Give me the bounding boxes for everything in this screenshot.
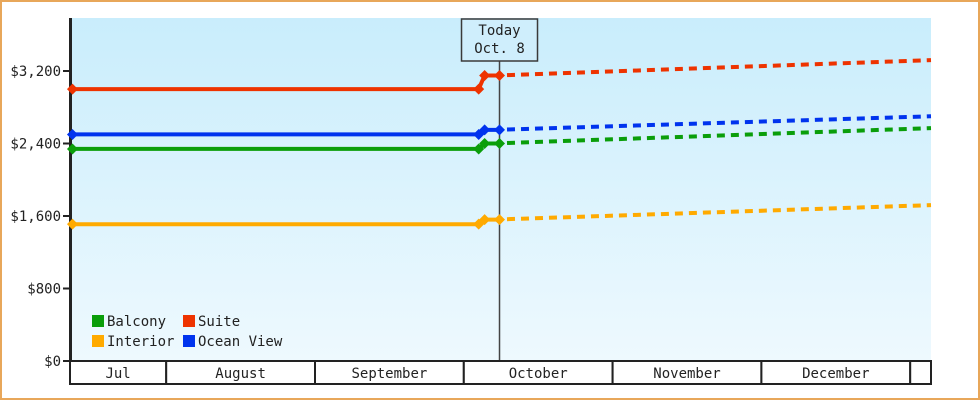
legend-label-interior: Interior bbox=[107, 334, 174, 350]
y-axis-tick-label: $2,400 bbox=[10, 137, 61, 153]
y-axis-tick-label: $0 bbox=[44, 354, 61, 370]
today-annotation-box bbox=[460, 18, 539, 62]
data-point-diamond-suite bbox=[473, 83, 485, 95]
y-axis-tick bbox=[63, 215, 70, 217]
month-label: December bbox=[802, 366, 869, 382]
data-point-diamond-suite bbox=[479, 70, 491, 82]
series-forecast-dashed-balcony bbox=[506, 126, 932, 145]
data-point-diamond-balcony bbox=[66, 143, 78, 155]
data-point-diamond-suite bbox=[66, 83, 78, 95]
month-label: Jul bbox=[105, 366, 130, 382]
legend-label-suite: Suite bbox=[198, 314, 240, 330]
series-forecast-dashed-ocean-view bbox=[506, 114, 932, 132]
month-label: September bbox=[351, 366, 427, 382]
series-solid-balcony bbox=[72, 141, 500, 151]
data-point-diamond-interior bbox=[479, 214, 491, 226]
y-axis-tick bbox=[63, 70, 70, 72]
month-label: November bbox=[653, 366, 720, 382]
legend-label-balcony: Balcony bbox=[107, 314, 166, 330]
data-point-diamond-interior bbox=[66, 218, 78, 230]
legend-swatch-balcony bbox=[92, 315, 104, 327]
data-point-diamond-balcony bbox=[473, 143, 485, 155]
y-axis-tick bbox=[63, 360, 70, 362]
legend-label-ocean-view: Ocean View bbox=[198, 334, 283, 350]
legend-swatch-ocean-view bbox=[183, 335, 195, 347]
y-axis-tick-label: $1,600 bbox=[10, 209, 61, 225]
month-cell bbox=[909, 360, 933, 385]
data-point-diamond-balcony bbox=[494, 138, 506, 149]
series-forecast-dashed-interior bbox=[506, 203, 932, 222]
y-axis-tick-label: $800 bbox=[27, 282, 61, 298]
data-point-diamond-ocean-view bbox=[66, 128, 78, 140]
data-point-diamond-ocean-view bbox=[494, 124, 506, 136]
y-axis-tick-label: $3,200 bbox=[10, 64, 61, 80]
legend-swatch-suite bbox=[183, 315, 195, 327]
data-point-diamond-balcony bbox=[479, 138, 491, 149]
series-solid-suite bbox=[72, 73, 500, 92]
data-point-diamond-interior bbox=[494, 214, 506, 226]
data-point-diamond-ocean-view bbox=[479, 124, 491, 136]
y-axis-line bbox=[69, 18, 72, 361]
today-annotation-title: Today bbox=[478, 23, 520, 39]
data-point-diamond-suite bbox=[494, 70, 506, 82]
series-forecast-dashed-suite bbox=[506, 58, 932, 78]
legend-swatch-interior bbox=[92, 335, 104, 347]
month-label: October bbox=[509, 366, 568, 382]
month-label: August bbox=[215, 366, 266, 382]
y-axis-tick bbox=[63, 142, 70, 145]
plot-area bbox=[72, 18, 931, 361]
today-annotation-date: Oct. 8 bbox=[474, 41, 525, 57]
y-axis-tick bbox=[63, 287, 70, 290]
